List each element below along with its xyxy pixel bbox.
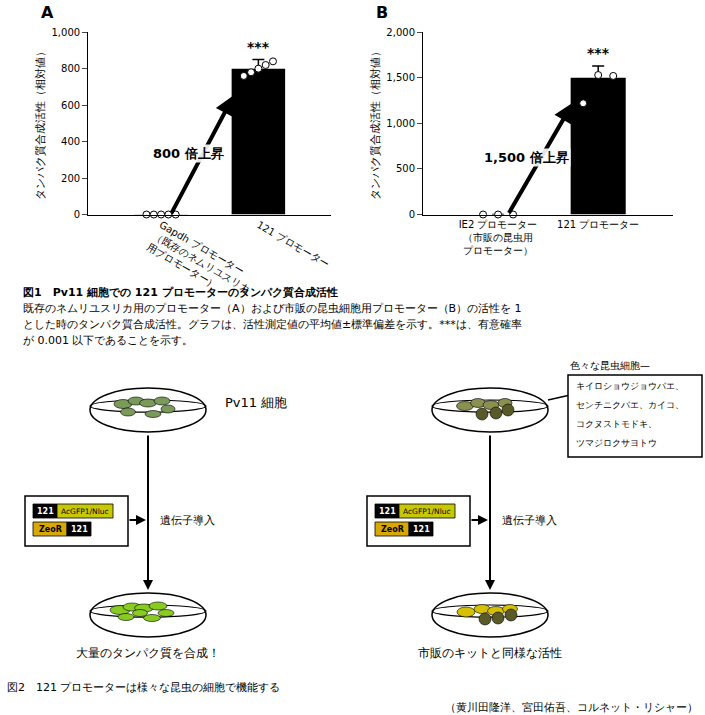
svg-text:図1 Pv11 細胞での 121 プロモーターのタンパク質合: 図1 Pv11 細胞での 121 プロモーターのタンパク質合成活性 (23, 286, 338, 299)
svg-text:ツマジロクサヨトウ: ツマジロクサヨトウ (576, 438, 657, 448)
svg-text:遺伝子導入: 遺伝子導入 (502, 514, 557, 527)
svg-text:IE2 プロモーター（市販の昆虫用プロモーター）: IE2 プロモーター（市販の昆虫用プロモーター） (459, 219, 538, 256)
svg-text:1,500 倍上昇: 1,500 倍上昇 (484, 150, 569, 165)
svg-text:が 0.001 以下であることを示す。: が 0.001 以下であることを示す。 (23, 334, 193, 347)
svg-text:キイロショウジョウバエ、: キイロショウジョウバエ、 (576, 381, 684, 391)
svg-text:ZeoR: ZeoR (381, 525, 404, 534)
svg-text:121: 121 (37, 507, 54, 516)
svg-text:とした時のタンパク質合成活性。グラフは、活性測定値の平均値±: とした時のタンパク質合成活性。グラフは、活性測定値の平均値±標準偏差を示す。**… (23, 318, 522, 331)
svg-text:121 プロモーター: 121 プロモーター (255, 219, 332, 270)
svg-text:Gapdh プロモーター（既存のネムリユスリカ用プロモーター: Gapdh プロモーター（既存のネムリユスリカ用プロモーター） (145, 219, 259, 306)
svg-text:2,000: 2,000 (386, 27, 415, 38)
svg-text:センチニクバエ、カイコ、: センチニクバエ、カイコ、 (576, 400, 684, 410)
svg-text:600: 600 (61, 100, 80, 111)
svg-text:（黄川田隆洋、宮田佑吾、コルネット・リシャー）: （黄川田隆洋、宮田佑吾、コルネット・リシャー） (445, 701, 698, 714)
svg-text:121: 121 (379, 507, 396, 516)
svg-text:121 プロモーター: 121 プロモーター (557, 219, 639, 230)
svg-text:図2 121 プロモーターは様々な昆虫の細胞で機能する: 図2 121 プロモーターは様々な昆虫の細胞で機能する (7, 681, 281, 694)
svg-text:800 倍上昇: 800 倍上昇 (153, 146, 224, 161)
svg-text:***: *** (587, 45, 610, 61)
svg-text:500: 500 (396, 163, 415, 174)
svg-text:***: *** (247, 39, 270, 55)
svg-text:タンパク質合成活性（相対値）: タンパク質合成活性（相対値） (34, 46, 47, 200)
svg-text:800: 800 (61, 63, 80, 74)
svg-text:大量のタンパク質を合成！: 大量のタンパク質を合成！ (76, 646, 220, 660)
svg-text:0: 0 (409, 209, 415, 220)
svg-text:1,000: 1,000 (51, 27, 80, 38)
svg-text:遺伝子導入: 遺伝子導入 (160, 514, 215, 527)
svg-text:色々な昆虫細胞—: 色々な昆虫細胞— (570, 360, 650, 371)
svg-text:0: 0 (74, 209, 80, 220)
svg-text:121: 121 (71, 525, 88, 534)
svg-text:1,500: 1,500 (386, 72, 415, 83)
svg-text:200: 200 (61, 173, 80, 184)
svg-text:コクヌストモドキ、: コクヌストモドキ、 (576, 419, 657, 429)
svg-text:400: 400 (61, 136, 80, 147)
svg-text:AcGFP1/Nluc: AcGFP1/Nluc (403, 507, 451, 516)
svg-text:1,000: 1,000 (386, 118, 415, 129)
svg-text:121: 121 (413, 525, 430, 534)
svg-text:A: A (41, 3, 54, 22)
svg-text:Pv11 細胞: Pv11 細胞 (225, 395, 287, 410)
svg-text:市販のキットと同様な活性: 市販のキットと同様な活性 (418, 646, 562, 660)
svg-text:タンパク質合成活性（相対値）: タンパク質合成活性（相対値） (369, 46, 382, 200)
svg-text:既存のネムリユスリカ用のプロモーター（A）および市販の昆虫細: 既存のネムリユスリカ用のプロモーター（A）および市販の昆虫細胞用プロモーター（B… (23, 302, 522, 315)
svg-text:ZeoR: ZeoR (39, 525, 62, 534)
svg-text:AcGFP1/Nluc: AcGFP1/Nluc (61, 507, 109, 516)
svg-text:B: B (376, 3, 388, 22)
